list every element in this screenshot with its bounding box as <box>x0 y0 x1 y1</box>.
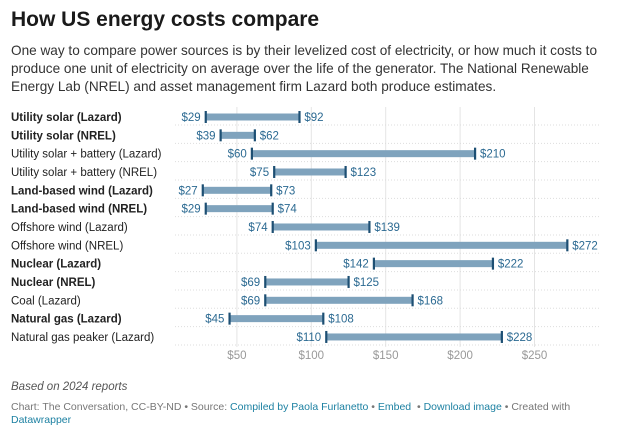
high-value-label: $272 <box>572 240 598 252</box>
high-value-label: $139 <box>374 222 400 234</box>
range-bar <box>251 150 475 158</box>
range-low-cap <box>271 220 274 233</box>
range-low-cap <box>204 202 207 215</box>
download-image-link[interactable]: Download image <box>423 401 502 413</box>
range-high-cap <box>347 275 350 288</box>
range-bar <box>220 131 255 139</box>
category-label: Nuclear (Lazard) <box>11 259 101 271</box>
embed-link[interactable]: Embed <box>377 401 412 413</box>
range-high-cap <box>270 184 273 197</box>
category-label: Utility solar + battery (Lazard) <box>11 149 162 161</box>
category-label: Offshore wind (Lazard) <box>11 222 128 234</box>
range-bar <box>315 241 568 249</box>
high-value-label: $222 <box>498 259 524 271</box>
range-bar <box>274 168 346 176</box>
range-high-cap <box>566 239 569 252</box>
x-tick-label: $150 <box>373 350 399 362</box>
range-low-cap <box>204 111 207 123</box>
chart-description: One way to compare power sources is by t… <box>11 43 598 94</box>
source-label: Source: <box>190 401 228 413</box>
high-value-label: $228 <box>507 332 533 344</box>
source-link[interactable]: Compiled by Paola Furlanetto <box>230 401 369 413</box>
range-high-cap <box>344 165 347 178</box>
range-high-cap <box>322 312 325 325</box>
x-tick-label: $200 <box>447 350 473 362</box>
range-bar <box>265 296 413 304</box>
category-label: Coal (Lazard) <box>11 295 81 307</box>
range-high-cap <box>411 294 414 307</box>
credit-text: Chart: The Conversation, CC-BY-ND <box>11 401 182 413</box>
high-value-label: $73 <box>276 185 295 197</box>
category-label: Utility solar + battery (NREL) <box>11 167 157 179</box>
high-value-label: $74 <box>278 204 298 216</box>
range-high-cap <box>298 111 301 123</box>
range-bar <box>265 278 349 286</box>
high-value-label: $123 <box>351 167 377 179</box>
chart-note: Based on 2024 reports <box>11 381 128 393</box>
category-label: Land-based wind (NREL) <box>11 204 147 216</box>
low-value-label: $69 <box>241 295 260 307</box>
chart-credits: Chart: The Conversation, CC-BY-ND • Sour… <box>11 401 571 426</box>
high-value-label: $210 <box>480 149 506 161</box>
category-label: Land-based wind (Lazard) <box>11 185 153 197</box>
category-label: Natural gas (Lazard) <box>11 314 122 326</box>
range-low-cap <box>372 257 375 270</box>
low-value-label: $27 <box>178 185 197 197</box>
low-value-label: $60 <box>228 149 247 161</box>
high-value-label: $62 <box>260 130 279 142</box>
high-value-label: $108 <box>328 314 354 326</box>
range-low-cap <box>273 165 276 178</box>
range-low-cap <box>201 184 204 197</box>
low-value-label: $142 <box>343 259 369 271</box>
range-low-cap <box>228 312 231 325</box>
range-high-cap <box>491 257 495 270</box>
range-high-cap <box>368 220 371 233</box>
range-high-cap <box>253 129 256 142</box>
created-with-text: Created with <box>511 401 571 413</box>
high-value-label: $168 <box>417 295 443 307</box>
range-bar <box>272 223 370 231</box>
range-bar <box>202 186 272 194</box>
range-bar <box>229 315 324 323</box>
low-value-label: $75 <box>250 167 269 179</box>
category-label: Nuclear (NREL) <box>11 277 96 289</box>
range-bar <box>205 113 300 121</box>
range-low-cap <box>264 275 267 288</box>
datawrapper-link[interactable]: Datawrapper <box>11 414 72 426</box>
low-value-label: $29 <box>181 112 200 124</box>
high-value-label: $125 <box>354 277 380 289</box>
high-value-label: $92 <box>304 112 323 124</box>
category-label: Offshore wind (NREL) <box>11 240 123 252</box>
range-bar <box>326 333 502 341</box>
x-tick-label: $50 <box>227 350 246 362</box>
range-low-cap <box>314 239 317 252</box>
chart-title: How US energy costs compare <box>11 8 320 31</box>
category-label: Utility solar (Lazard) <box>11 112 122 124</box>
low-value-label: $29 <box>181 204 200 216</box>
low-value-label: $39 <box>196 130 215 142</box>
category-label: Natural gas peaker (Lazard) <box>11 332 154 344</box>
low-value-label: $69 <box>241 277 260 289</box>
range-high-cap <box>473 147 477 160</box>
range-low-cap <box>264 294 267 307</box>
range-low-cap <box>219 129 222 142</box>
x-tick-label: $100 <box>299 350 325 362</box>
range-high-cap <box>271 202 274 215</box>
range-bar <box>373 260 493 268</box>
range-bar <box>205 205 273 213</box>
range-low-cap <box>250 147 253 160</box>
low-value-label: $74 <box>248 222 268 234</box>
category-label: Utility solar (NREL) <box>11 130 116 142</box>
low-value-label: $45 <box>205 314 224 326</box>
low-value-label: $103 <box>285 240 311 252</box>
x-tick-label: $250 <box>522 350 548 362</box>
low-value-label: $110 <box>296 332 321 344</box>
range-low-cap <box>325 330 328 343</box>
range-high-cap <box>500 330 503 343</box>
